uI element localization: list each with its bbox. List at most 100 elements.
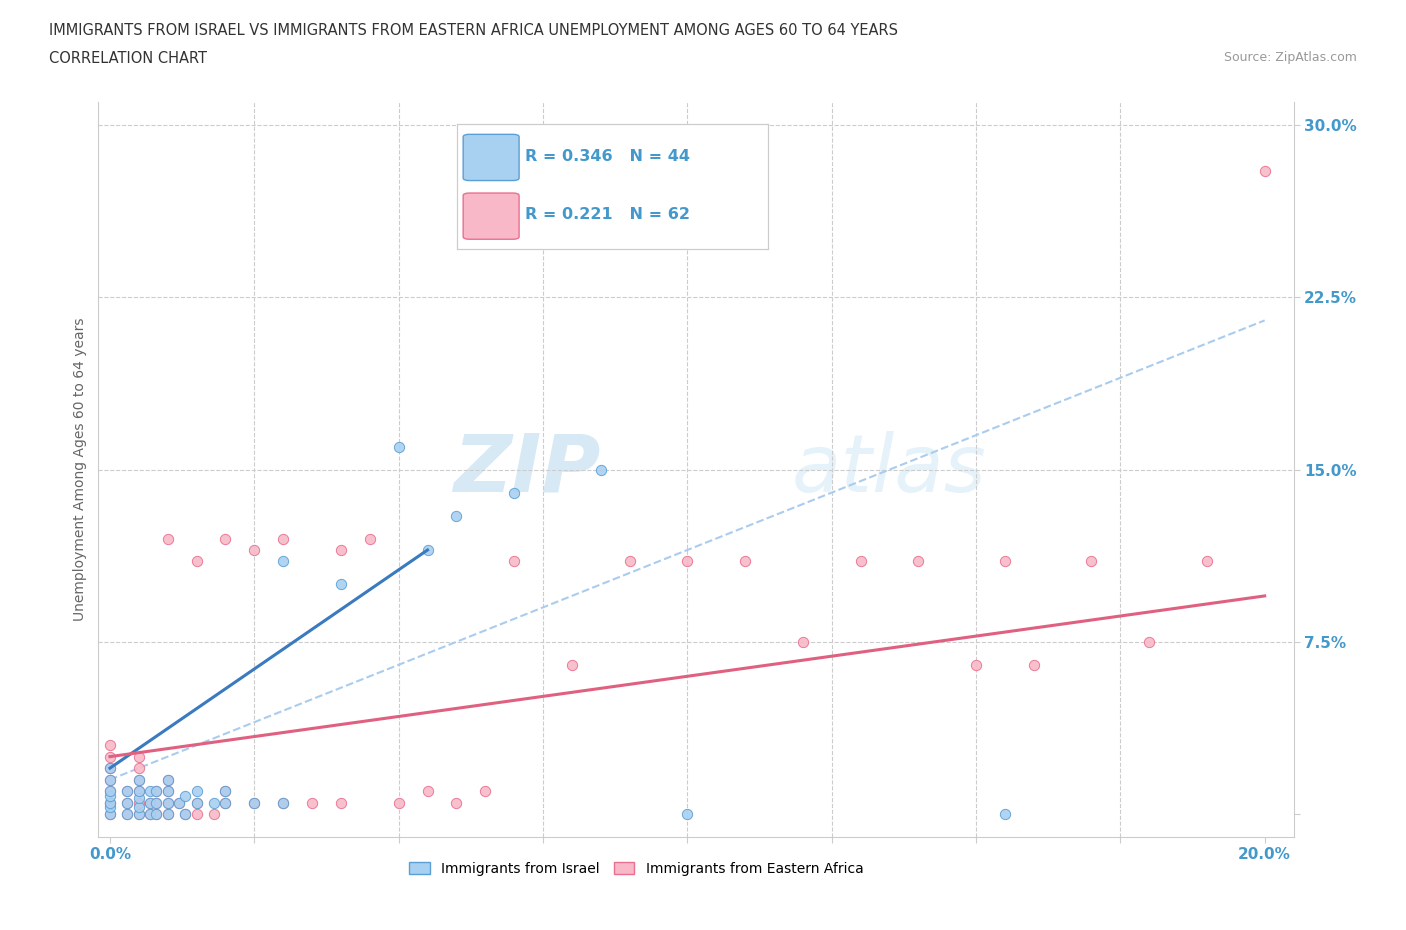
Point <box>271 795 294 810</box>
Point <box>446 795 468 810</box>
Point <box>156 806 179 821</box>
Point <box>329 795 352 810</box>
Point <box>849 554 872 569</box>
Y-axis label: Unemployment Among Ages 60 to 64 years: Unemployment Among Ages 60 to 64 years <box>73 318 87 621</box>
Point <box>214 784 236 799</box>
Point <box>186 795 208 810</box>
Point <box>128 795 150 810</box>
Point <box>145 806 167 821</box>
Point <box>174 789 197 804</box>
Point <box>474 784 496 799</box>
Point <box>139 806 162 821</box>
Point <box>139 795 162 810</box>
Point <box>167 795 190 810</box>
Point <box>145 795 167 810</box>
Point <box>156 784 179 799</box>
Point <box>145 784 167 799</box>
Point <box>676 554 699 569</box>
Point <box>416 784 439 799</box>
Point <box>139 795 162 810</box>
Point <box>117 806 139 821</box>
Point <box>117 784 139 799</box>
Point <box>329 542 352 557</box>
Point <box>214 795 236 810</box>
Point <box>994 554 1017 569</box>
Point <box>128 761 150 776</box>
Point <box>503 554 526 569</box>
Text: IMMIGRANTS FROM ISRAEL VS IMMIGRANTS FROM EASTERN AFRICA UNEMPLOYMENT AMONG AGES: IMMIGRANTS FROM ISRAEL VS IMMIGRANTS FRO… <box>49 23 898 38</box>
Point <box>214 784 236 799</box>
Point <box>128 784 150 799</box>
Point <box>271 531 294 546</box>
Point <box>98 806 121 821</box>
Point <box>388 439 411 454</box>
Point <box>1080 554 1102 569</box>
Point <box>117 795 139 810</box>
Point <box>98 772 121 787</box>
Point <box>117 784 139 799</box>
Point <box>139 806 162 821</box>
Point <box>145 784 167 799</box>
Point <box>98 750 121 764</box>
Point <box>128 790 150 805</box>
Point <box>174 806 197 821</box>
Point <box>243 795 266 810</box>
Point <box>128 784 150 799</box>
Point <box>128 772 150 787</box>
Text: ZIP: ZIP <box>453 431 600 509</box>
Point <box>965 658 987 672</box>
Point <box>446 508 468 523</box>
Point <box>98 789 121 804</box>
Point <box>98 784 121 799</box>
Point <box>388 795 411 810</box>
Point <box>128 806 150 821</box>
Point <box>359 531 381 546</box>
Point <box>98 737 121 752</box>
Point <box>167 795 190 810</box>
Point <box>994 806 1017 821</box>
Point <box>156 772 179 787</box>
Text: atlas: atlas <box>792 431 987 509</box>
Point <box>156 772 179 787</box>
Point <box>128 800 150 815</box>
Point <box>186 795 208 810</box>
Point <box>156 531 179 546</box>
Point <box>156 806 179 821</box>
Point <box>734 554 756 569</box>
Point <box>117 806 139 821</box>
Point <box>98 761 121 776</box>
Point <box>1253 164 1275 179</box>
Point <box>243 542 266 557</box>
Point <box>589 462 612 477</box>
Text: CORRELATION CHART: CORRELATION CHART <box>49 51 207 66</box>
Point <box>98 772 121 787</box>
Point <box>186 806 208 821</box>
Point <box>98 795 121 810</box>
Point <box>186 554 208 569</box>
Point <box>156 784 179 799</box>
Point <box>186 784 208 799</box>
Point <box>128 750 150 764</box>
Point <box>98 761 121 776</box>
Point <box>98 800 121 815</box>
Point <box>503 485 526 500</box>
Point <box>1137 634 1160 649</box>
Point <box>416 542 439 557</box>
Point <box>98 784 121 799</box>
Legend: Immigrants from Israel, Immigrants from Eastern Africa: Immigrants from Israel, Immigrants from … <box>404 857 869 882</box>
Point <box>1195 554 1218 569</box>
Point <box>98 795 121 810</box>
Point <box>117 795 139 810</box>
Point <box>139 784 162 799</box>
Point <box>619 554 641 569</box>
Point <box>792 634 814 649</box>
Point <box>214 795 236 810</box>
Point <box>214 531 236 546</box>
Point <box>156 795 179 810</box>
Point <box>128 772 150 787</box>
Point <box>202 795 225 810</box>
Text: Source: ZipAtlas.com: Source: ZipAtlas.com <box>1223 51 1357 64</box>
Point <box>907 554 929 569</box>
Point <box>271 554 294 569</box>
Point <box>329 577 352 591</box>
